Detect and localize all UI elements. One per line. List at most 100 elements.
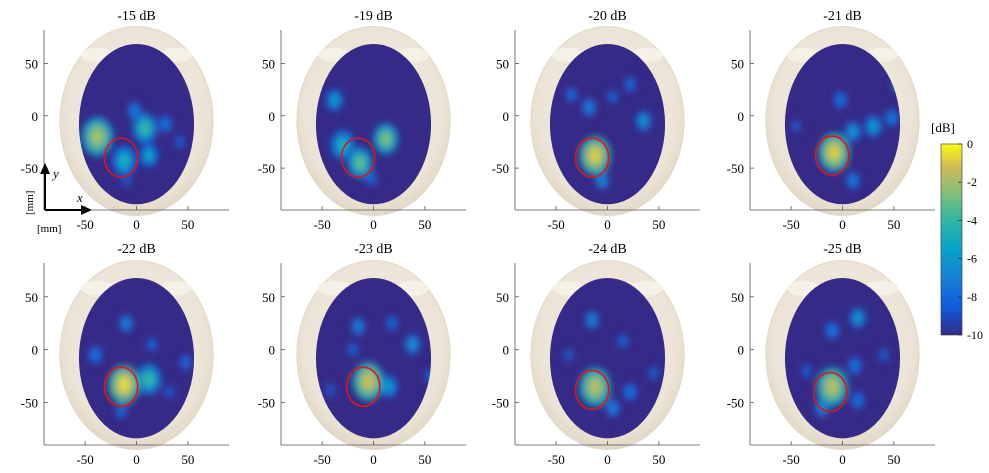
panel-title: -25 dB — [823, 242, 862, 257]
y-tick-label: 50 — [262, 290, 275, 305]
colorbar-tick-label: -2 — [967, 175, 977, 189]
y-tick-label: 0 — [738, 109, 745, 124]
heatmap-panel: -21 dB 50 0 -50 -50 0 50 — [727, 9, 935, 232]
x-tick-label: 50 — [887, 452, 900, 467]
panel-title: -24 dB — [588, 242, 627, 257]
heatmap-blob-core — [119, 377, 130, 392]
heatmap-blob-core — [385, 382, 392, 392]
y-tick-label: 0 — [269, 343, 276, 358]
heatmap-blob-core — [627, 387, 634, 397]
heatmap-blob-core — [162, 119, 169, 129]
heatmap-blob-core — [793, 122, 799, 130]
heatmap-panel: -24 dB 50 0 -50 -50 0 50 — [492, 242, 700, 467]
y-tick-label: -50 — [21, 161, 38, 176]
heatmap-panel: -23 dB 50 0 -50 -50 0 50 — [258, 242, 466, 467]
y-tick-label: -50 — [258, 161, 275, 176]
heatmap-blob-core — [854, 313, 862, 323]
colorbar-tick-label: -6 — [967, 252, 977, 266]
heatmap-blob-core — [640, 116, 647, 126]
heatmap-blob-core — [851, 361, 858, 370]
heatmap-blob-core — [590, 148, 601, 163]
y-tick-label: 50 — [731, 56, 744, 71]
y-tick-label: 0 — [269, 109, 276, 124]
y-tick-label: 0 — [32, 109, 39, 124]
heatmap-blob-core — [870, 121, 877, 131]
colorbar-tick-label: 0 — [967, 137, 973, 151]
orientation-indicator: y x [mm] [mm] — [24, 163, 92, 235]
brain-region — [315, 43, 432, 205]
colorbar: [dB] 0 -2 -4 -6 -8 -10 — [931, 120, 983, 342]
colorbar-gradient — [940, 143, 963, 336]
heatmap-blob-core — [849, 176, 856, 185]
y-tick-label: 50 — [496, 56, 509, 71]
heatmap-blob-core — [609, 93, 616, 101]
panel-title: -19 dB — [354, 9, 393, 24]
panel-title: -22 dB — [117, 242, 156, 257]
x-tick-label: 0 — [133, 217, 140, 232]
heatmap-blob-core — [145, 151, 152, 160]
heatmap-panel: -25 dB 50 0 -50 -50 0 50 — [727, 242, 935, 467]
y-tick-label: 50 — [731, 290, 744, 305]
heatmap-blob-core — [166, 388, 173, 396]
y-tick-label: -50 — [727, 161, 744, 176]
x-tick-label: -50 — [782, 217, 799, 232]
x-tick-label: -50 — [313, 217, 330, 232]
heatmap-blob-core — [350, 346, 356, 354]
y-tick-label: 50 — [25, 290, 38, 305]
heatmap-blob-core — [837, 95, 844, 105]
heatmap-blob-core — [131, 106, 138, 115]
colorbar-tick-label: -4 — [967, 213, 977, 227]
x-axis-label: x — [76, 190, 83, 205]
heatmap-blob-core — [92, 129, 103, 144]
colorbar-tick-label: -8 — [967, 290, 977, 304]
x-tick-label: -50 — [76, 452, 93, 467]
y-tick-label: 0 — [738, 343, 745, 358]
x-tick-label: 50 — [181, 217, 194, 232]
colorbar-tick-label: -10 — [967, 328, 983, 342]
heatmap-blob-core — [565, 351, 572, 359]
panel-title: -23 dB — [354, 242, 393, 257]
target-circle — [814, 135, 850, 176]
heatmap-panel: -19 dB 50 0 -50 -50 0 50 — [258, 9, 466, 232]
heatmap-blob-core — [854, 396, 862, 405]
heatmap-blob-core — [123, 177, 129, 185]
x-tick-label: 50 — [887, 217, 900, 232]
heatmap-blob-core — [888, 113, 895, 123]
heatmap-blob-core — [829, 145, 840, 160]
x-tick-label: 0 — [839, 217, 846, 232]
heatmap-blob-core — [149, 340, 155, 349]
heatmap-blob-core — [368, 174, 375, 183]
y-tick-label: -50 — [258, 396, 275, 411]
heatmap-blob-core — [829, 326, 836, 335]
heatmap-blob-core — [803, 367, 810, 375]
heatmap-blob-core — [409, 340, 416, 349]
y-tick-label: -50 — [727, 396, 744, 411]
heatmap-blob-core — [123, 318, 130, 328]
target-circle — [812, 371, 848, 413]
heatmap-blob-core — [651, 369, 657, 377]
target-circle — [345, 366, 381, 408]
panel-title: -21 dB — [823, 9, 862, 24]
heatmap-panel: -22 dB 50 0 -50 -50 0 50 — [21, 242, 229, 467]
y-tick-label: -50 — [21, 396, 38, 411]
heatmap-blob-core — [627, 80, 633, 89]
x-tick-label: 0 — [839, 452, 846, 467]
y-tick-label: 0 — [503, 343, 510, 358]
x-tick-label: 0 — [370, 217, 377, 232]
heatmap-blob-core — [176, 138, 183, 146]
heatmap-blob-core — [144, 373, 153, 385]
heatmap-blob-core — [120, 155, 129, 167]
target-circle — [103, 366, 139, 408]
panel-title: -20 dB — [588, 9, 627, 24]
x-tick-label: 0 — [604, 217, 611, 232]
y-tick-label: 0 — [503, 109, 510, 124]
x-tick-label: 0 — [604, 452, 611, 467]
target-circle — [574, 137, 610, 178]
heatmap-blob-core — [599, 176, 606, 185]
y-tick-label: 0 — [32, 343, 39, 358]
x-tick-label: 0 — [370, 452, 377, 467]
heatmap-blob-core — [585, 103, 593, 112]
heatmap-blob-core — [338, 139, 347, 151]
heatmap-panel: -15 dB 50 0 -50 -50 0 50 — [21, 9, 229, 232]
